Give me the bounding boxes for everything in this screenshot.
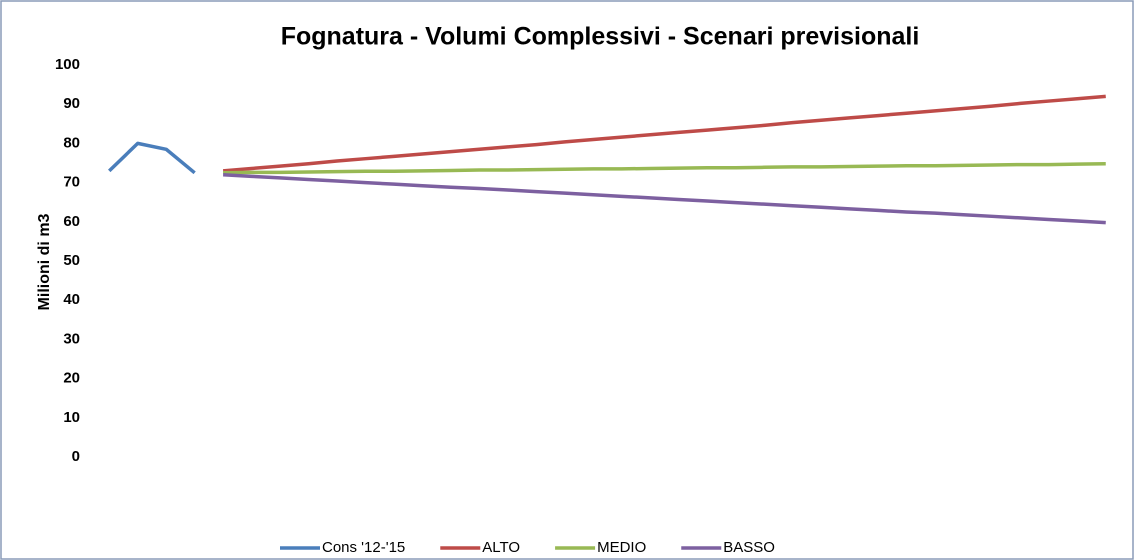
- y-tick-label: 90: [63, 95, 80, 112]
- data-line: [223, 173, 1106, 225]
- legend-label: ALTO: [482, 539, 520, 556]
- y-tick-label: 80: [63, 134, 80, 151]
- data-line: [222, 94, 1106, 173]
- y-tick-label: 40: [63, 291, 80, 308]
- legend-label: MEDIO: [597, 539, 646, 556]
- chart-title: Fognatura - Volumi Complessivi - Scenari…: [281, 23, 920, 51]
- legend-label: Cons '12-'15: [322, 539, 405, 556]
- y-axis-label: Milioni di m3: [36, 213, 53, 310]
- y-tick-label: 0: [72, 448, 80, 465]
- data-line: [108, 141, 196, 175]
- y-tick-label: 60: [63, 213, 80, 230]
- y-tick-label: 10: [63, 409, 80, 426]
- y-tick-label: 20: [63, 370, 80, 387]
- data-line: [223, 162, 1106, 175]
- y-tick-label: 70: [63, 174, 80, 191]
- y-tick-label: 30: [63, 330, 80, 347]
- y-tick-label: 100: [55, 56, 80, 73]
- y-tick-label: 50: [63, 252, 80, 269]
- legend-label: BASSO: [723, 539, 775, 556]
